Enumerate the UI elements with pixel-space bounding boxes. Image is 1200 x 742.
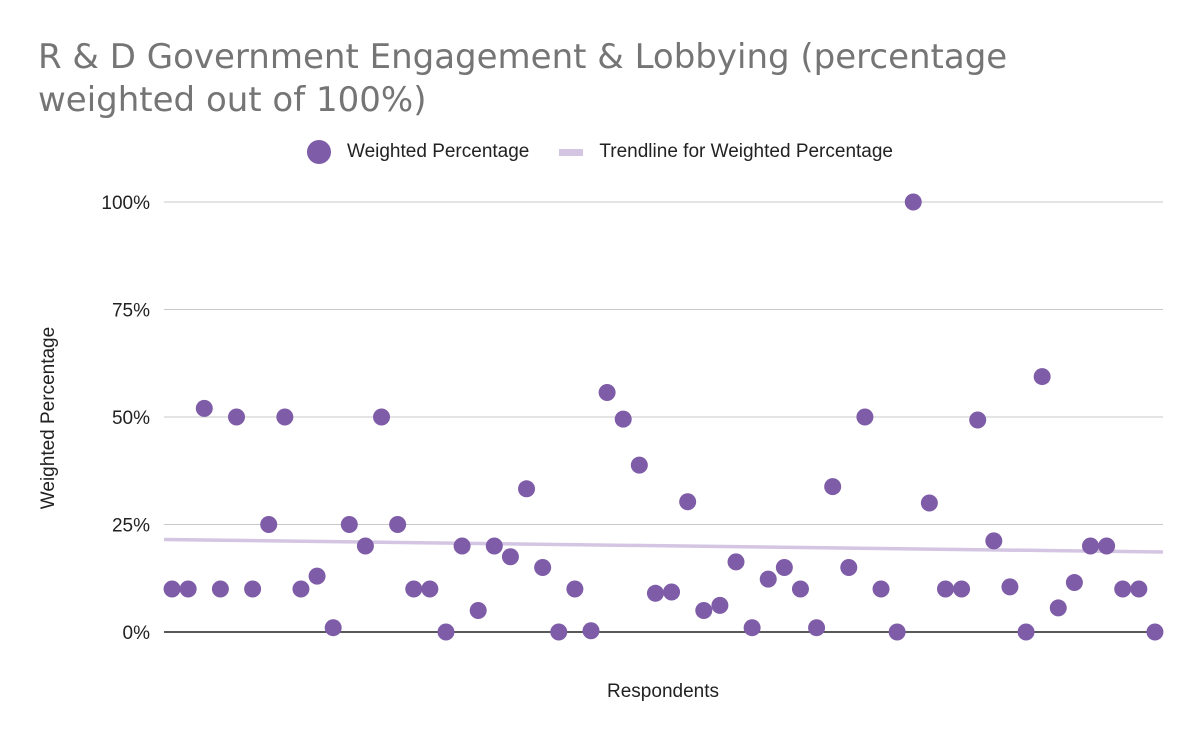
data-point (791, 580, 809, 598)
y-tick-label: 100% (101, 193, 150, 214)
data-point (920, 494, 938, 512)
data-point (469, 602, 487, 619)
data-point (1081, 537, 1099, 555)
data-point (1001, 578, 1019, 596)
data-point (953, 580, 971, 598)
data-point (985, 532, 1003, 550)
x-axis-label: Respondents (607, 681, 719, 702)
data-point (292, 580, 310, 598)
data-point (228, 408, 246, 426)
data-point (1146, 623, 1164, 641)
data-point (324, 619, 342, 637)
data-point (1114, 580, 1132, 598)
legend-label-weighted-percentage: Weighted Percentage (346, 141, 530, 162)
data-point (211, 580, 229, 598)
data-point (405, 580, 423, 598)
data-point (389, 516, 407, 533)
data-point (195, 399, 213, 417)
data-point (437, 623, 455, 641)
data-point (824, 478, 842, 496)
data-point (1065, 574, 1083, 592)
data-point (373, 408, 391, 426)
data-point (1130, 580, 1148, 598)
y-tick-label: 25% (112, 516, 150, 537)
data-point (1098, 537, 1116, 555)
data-point (453, 537, 471, 555)
data-point (1033, 368, 1051, 386)
data-point (340, 516, 358, 533)
data-point (614, 410, 632, 428)
data-point (775, 559, 793, 576)
legend-item-trendline[interactable]: Trendline for Weighted Percentage (559, 141, 893, 163)
data-point (904, 193, 922, 211)
y-tick-label: 50% (112, 408, 150, 429)
y-axis-label: Weighted Percentage (38, 326, 59, 510)
data-point (356, 537, 374, 555)
data-point (518, 480, 536, 498)
data-point (501, 548, 519, 566)
data-point (550, 623, 568, 641)
data-point (421, 580, 439, 598)
data-point (260, 516, 278, 533)
data-point (936, 580, 954, 598)
legend-marker-dot (306, 140, 331, 164)
data-point (276, 408, 294, 426)
data-point (840, 559, 858, 576)
data-point (630, 456, 648, 474)
legend-marker-line (559, 148, 584, 156)
data-point (179, 580, 197, 598)
y-tick-label: 75% (112, 301, 150, 322)
data-point (759, 570, 777, 588)
data-point (1017, 623, 1035, 641)
data-point (663, 583, 681, 601)
chart-legend: Weighted Percentage Trendline for Weight… (0, 140, 1200, 164)
y-tick-label: 0% (123, 623, 151, 644)
legend-item-weighted-percentage[interactable]: Weighted Percentage (306, 140, 530, 164)
data-point (969, 411, 987, 429)
data-point (646, 584, 664, 602)
data-point (808, 619, 826, 637)
data-point (727, 553, 745, 571)
legend-label-trendline: Trendline for Weighted Percentage (599, 141, 893, 162)
data-point (695, 602, 713, 619)
data-point (485, 537, 503, 555)
chart-title: R & D Government Engagement & Lobbying (… (38, 37, 1008, 120)
data-point (566, 580, 584, 598)
data-point (743, 619, 761, 637)
data-point (856, 408, 874, 426)
data-point (598, 383, 616, 401)
data-point (711, 596, 729, 614)
data-point (582, 622, 600, 640)
data-point (308, 567, 326, 585)
data-point (888, 623, 906, 641)
data-point (244, 580, 262, 598)
data-point (679, 493, 697, 511)
data-point (534, 559, 552, 576)
data-point (872, 580, 890, 598)
trendline (163, 537, 1164, 554)
data-point (163, 580, 181, 598)
data-point (1049, 599, 1067, 617)
